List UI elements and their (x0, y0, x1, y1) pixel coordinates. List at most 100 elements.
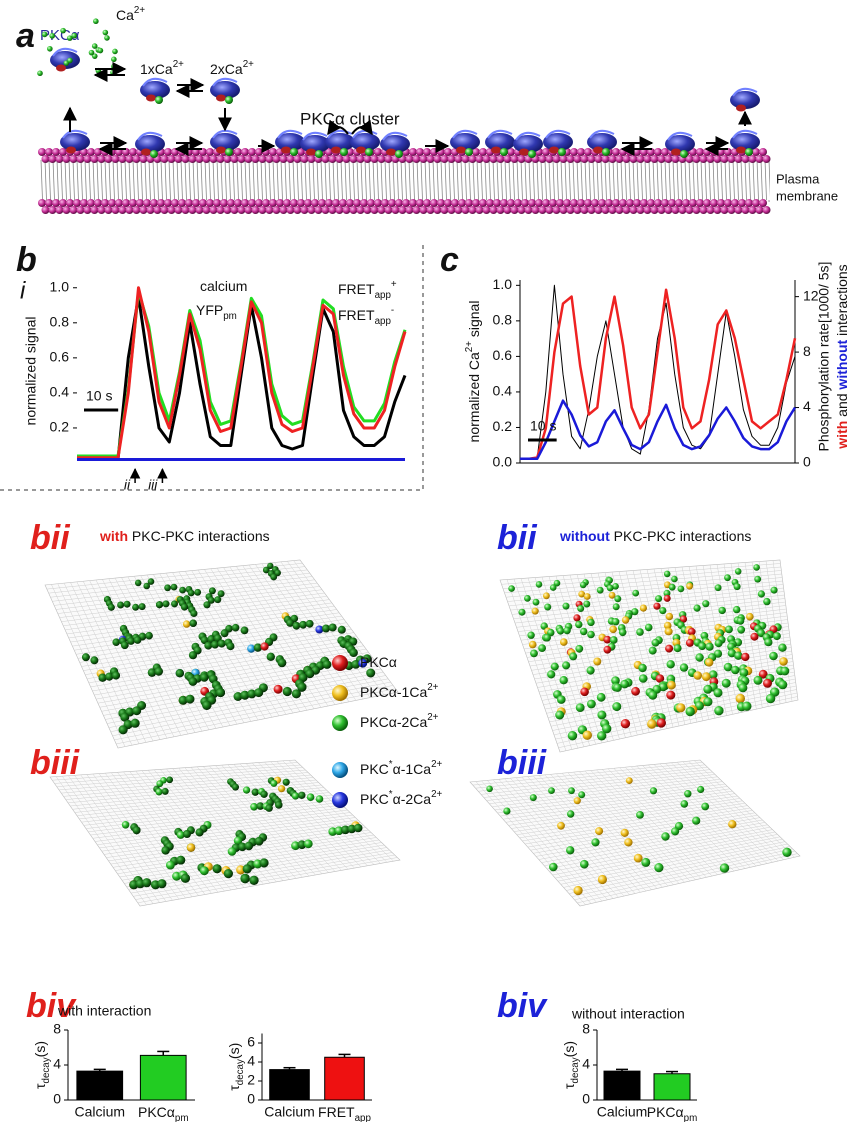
lipid-head (706, 155, 715, 163)
molecule (583, 600, 591, 608)
molecule (199, 866, 209, 876)
ca-ion (111, 56, 117, 63)
lipid-head (692, 206, 701, 214)
y2-tick-label: 4 (803, 398, 811, 414)
y-axis-label: normalized Ca2+ signal (464, 301, 482, 443)
molecule (337, 625, 346, 634)
lipid-head (45, 148, 53, 156)
y-axis-label: τdecay(s) (32, 1041, 52, 1089)
lipid-head (671, 206, 680, 214)
lipid-head (521, 199, 529, 207)
pkc-c1 (216, 146, 226, 154)
lipid-head (412, 155, 421, 163)
lipid-head (689, 199, 697, 207)
lipid-head (332, 199, 340, 207)
y-tick-label: 0 (582, 1091, 590, 1107)
molecule (351, 660, 361, 669)
lipid-head (594, 206, 603, 214)
lipid-head (52, 199, 60, 207)
lipid-head (83, 206, 92, 214)
grid-line (653, 764, 757, 867)
lipid-head (223, 206, 232, 214)
molecule (714, 639, 723, 648)
lipid-head (416, 148, 424, 156)
y2-axis-label-part: and (834, 390, 848, 421)
y-axis-label-part: decay (235, 1059, 246, 1085)
molecule (754, 575, 762, 583)
molecule (663, 594, 671, 602)
lipid-head (563, 199, 571, 207)
ca-bound (745, 148, 753, 156)
legend-label-part: calcium (200, 278, 247, 294)
lipid-head (307, 155, 316, 163)
grid-line (535, 643, 791, 684)
molecule (651, 638, 660, 647)
lipid-head (353, 199, 361, 207)
molecule (708, 670, 718, 680)
ca-bound (150, 150, 158, 158)
molecule (641, 857, 651, 867)
molecule (671, 575, 678, 583)
molecule (143, 582, 150, 590)
lipid-head (307, 206, 316, 214)
lipid-head (531, 206, 540, 214)
molecule (543, 592, 550, 600)
x-tick-label: FRETapp (318, 1104, 371, 1122)
lipid-head (206, 148, 214, 156)
molecule (341, 825, 350, 835)
lipid-head (209, 206, 218, 214)
lipid-head (426, 206, 435, 214)
lipid-head (164, 199, 172, 207)
molecule (568, 787, 575, 795)
grid-line (619, 767, 724, 874)
lipid-head (87, 199, 95, 207)
molecule (648, 690, 658, 700)
grid-line (625, 766, 729, 873)
molecule (757, 629, 766, 638)
molecule (702, 600, 710, 608)
lipid-head (405, 206, 414, 214)
molecule (613, 683, 622, 692)
lipid-head (542, 148, 550, 156)
molecule (118, 725, 128, 735)
molecule (782, 847, 792, 857)
lipid-head (370, 155, 379, 163)
lipid-head (234, 148, 242, 156)
y-axis-label-part: τ (32, 1083, 48, 1089)
lipid-head (59, 199, 67, 207)
molecule (266, 652, 275, 661)
molecule (299, 620, 307, 629)
lipid-head (605, 199, 613, 207)
grid-line (221, 764, 323, 874)
y-axis-label: τdecay(s) (561, 1041, 581, 1089)
molecule (232, 783, 239, 791)
molecule (663, 621, 672, 630)
lipid-head (748, 155, 757, 163)
legend-label-part: 2+ (431, 759, 442, 770)
grid-line (99, 814, 353, 849)
lipid-head (143, 199, 151, 207)
grid-line (190, 767, 290, 880)
molecule (578, 791, 586, 799)
grid-line (130, 849, 390, 894)
molecule (653, 602, 661, 610)
molecule (543, 633, 551, 642)
molecule (195, 828, 204, 837)
lipid-head (258, 206, 267, 214)
molecule (602, 724, 612, 734)
molecule (694, 701, 705, 711)
pkc-domain (452, 129, 478, 139)
lipid-head (559, 155, 568, 163)
grid-line (128, 847, 387, 891)
panel-label: b (16, 241, 37, 279)
lipid-head (538, 206, 547, 214)
lipid-head (482, 155, 491, 163)
legend-swatch (332, 762, 348, 778)
lipid-head (472, 148, 480, 156)
lipid-head (433, 155, 442, 163)
lipid-head (745, 199, 753, 207)
y-axis-label-part: τ (561, 1083, 577, 1089)
legend-label: FRETapp+ (338, 279, 397, 301)
molecule (278, 785, 286, 793)
